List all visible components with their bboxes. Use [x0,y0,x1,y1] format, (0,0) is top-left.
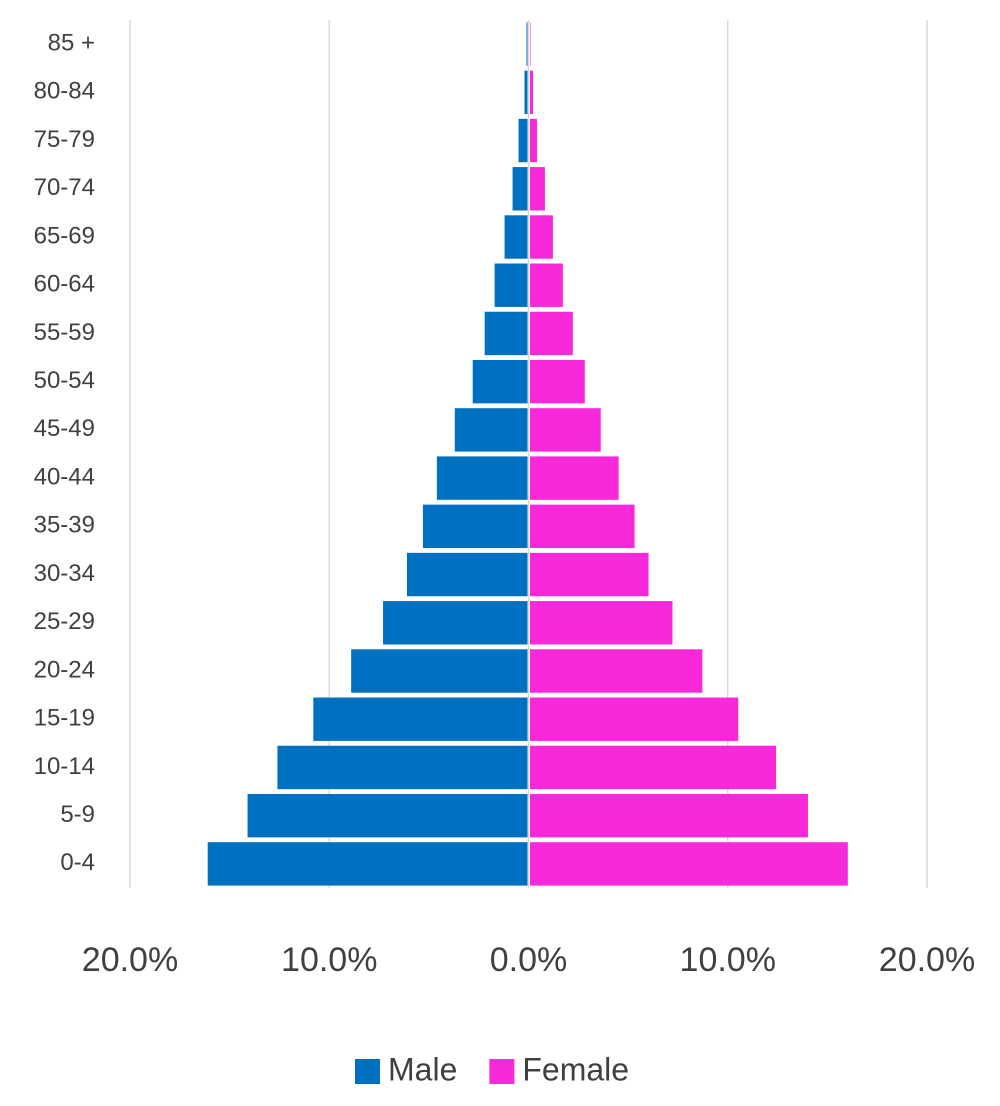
legend-swatch [489,1059,515,1084]
y-tick-label: 5-9 [60,801,95,828]
y-tick-label: 35-39 [34,512,95,539]
y-tick-label: 75-79 [34,126,95,153]
x-tick-label: 10.0% [680,941,776,979]
bar [383,601,528,645]
bar [530,745,777,790]
bar [530,359,585,404]
x-tick-label: 10.0% [281,941,377,979]
bar [530,118,537,163]
bar [530,70,533,115]
bar [530,842,848,886]
y-tick-label: 0-4 [60,849,95,876]
bar [247,793,528,838]
bar [454,408,528,452]
y-tick-label: 25-29 [34,608,95,635]
bar [530,22,531,66]
bar [484,311,528,356]
bar [422,504,528,549]
legend-label: Female [522,1051,629,1087]
y-tick-label: 55-59 [34,319,95,346]
bar [530,601,673,645]
bar [504,215,528,259]
legend-swatch [355,1059,380,1084]
bar [530,167,545,211]
y-tick-label: 15-19 [34,705,95,732]
bar [530,311,573,356]
y-tick-label: 20-24 [34,656,95,683]
legend-label: Male [388,1051,457,1087]
bar [530,408,601,452]
y-tick-label: 65-69 [34,222,95,249]
y-tick-label: 70-74 [34,174,95,201]
bar [313,697,528,741]
x-tick-label: 20.0% [879,941,975,979]
bar [530,456,619,500]
bar [530,215,553,259]
x-tick-label: 20.0% [82,941,178,979]
bar [512,167,528,211]
bar [472,359,528,404]
y-tick-label: 80-84 [34,78,95,105]
y-tick-label: 10-14 [34,753,95,780]
bar [530,504,635,549]
bar [436,456,528,500]
bar [526,22,528,66]
y-tick-label: 85 + [48,29,95,56]
bar [351,649,528,693]
bar [530,793,808,838]
y-tick-label: 50-54 [34,367,95,394]
bar [277,745,528,790]
bar [518,118,528,163]
x-tick-label: 0.0% [490,941,568,979]
bar [524,70,528,115]
bar [207,842,528,886]
bar [494,263,528,307]
y-tick-label: 40-44 [34,463,95,490]
y-tick-label: 45-49 [34,415,95,442]
bar [530,552,649,597]
bar [530,263,563,307]
bar [530,697,739,741]
bar [406,552,528,597]
y-tick-label: 60-64 [34,271,95,298]
bar [530,649,703,693]
y-tick-label: 30-34 [34,560,95,587]
